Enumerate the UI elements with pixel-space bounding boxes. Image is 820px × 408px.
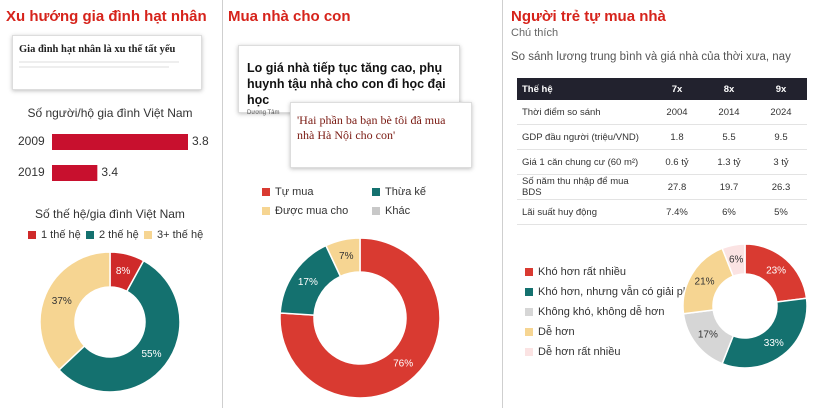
panel-title: Xu hướng gia đình hạt nhân xyxy=(6,8,207,25)
legend-label: Tự mua xyxy=(275,186,314,198)
table-cell: 2004 xyxy=(651,100,703,125)
news-clip: 'Hai phần ba bạn bè tôi đã mua nhà Hà Nộ… xyxy=(290,102,472,168)
clip-headline: 'Hai phần ba bạn bè tôi đã mua nhà Hà Nộ… xyxy=(297,113,446,142)
table-cell: 27.8 xyxy=(651,174,703,200)
clip-headline: Lo giá nhà tiếp tục tăng cao, phụ huynh … xyxy=(247,61,446,107)
legend-label: 3+ thế hệ xyxy=(157,229,203,241)
legend-marker xyxy=(262,207,270,215)
legend-label: Không khó, không dễ hơn xyxy=(538,305,664,318)
donut-segment xyxy=(279,237,441,399)
value-label: 33% xyxy=(764,338,784,349)
legend-marker xyxy=(525,268,533,276)
value-label: 7% xyxy=(339,251,354,262)
value-label: 23% xyxy=(766,265,786,276)
chart-title: Số thế hệ/gia đình Việt Nam xyxy=(35,207,185,221)
table-cell: 2024 xyxy=(755,100,807,125)
table-cell: 26.3 xyxy=(755,174,807,200)
header-cell: 9x xyxy=(755,78,807,100)
table-cell: 6% xyxy=(703,199,755,225)
table-cell: Số năm thu nhập để mua BDS xyxy=(517,174,651,200)
comparison-table: Thế hệ 7x 8x 9x Thời điểm so sánh 2004 2014 202… xyxy=(517,78,807,225)
table-cell: Thời điểm so sánh xyxy=(517,100,651,125)
subtitle: So sánh lương trung bình và giá nhà của … xyxy=(511,51,791,63)
legend-marker xyxy=(372,207,380,215)
legend-marker xyxy=(525,288,533,296)
legend-marker xyxy=(372,188,380,196)
table-row: Lãi suất huy động 7.4% 6% 5% xyxy=(517,199,807,225)
panel-title: Mua nhà cho con xyxy=(228,8,351,25)
table-cell: Lãi suất huy động xyxy=(517,199,651,225)
legend-marker xyxy=(144,231,152,239)
table-cell: 3 tỷ xyxy=(755,149,807,175)
table-header: Thế hệ 7x 8x 9x xyxy=(517,78,807,100)
table-cell: 7.4% xyxy=(651,199,703,225)
donut-segment xyxy=(57,259,181,393)
value-label: 3.8 xyxy=(192,134,209,148)
chart-title: Số người/hộ gia đình Việt Nam xyxy=(27,106,192,120)
value-label: 8% xyxy=(116,266,131,277)
table-row: Giá 1 căn chung cư (60 m²) 0.6 tỷ 1.3 tỷ 3 … xyxy=(517,149,807,175)
table-cell: 0.6 tỷ xyxy=(651,149,703,175)
header-cell: 8x xyxy=(703,78,755,100)
legend-label: Dễ hơn rất nhiều xyxy=(538,345,620,358)
legend-label: 2 thế hệ xyxy=(99,229,139,241)
legend-label: Khác xyxy=(385,205,411,217)
value-label: 17% xyxy=(698,329,718,340)
legend-marker xyxy=(28,231,36,239)
legend-label: Dễ hơn xyxy=(538,325,575,338)
table-cell: 1.8 xyxy=(651,124,703,150)
value-label: 37% xyxy=(52,296,72,307)
panel-title: Người trẻ tự mua nhà xyxy=(511,8,666,25)
clip-headline: Gia đình hạt nhân là xu thế tất yếu xyxy=(19,44,176,55)
legend-marker xyxy=(262,188,270,196)
bar xyxy=(52,134,188,150)
legend-marker xyxy=(525,328,533,336)
clip-author: Dương Tâm xyxy=(247,110,280,116)
separator xyxy=(222,0,223,408)
table-cell: 2014 xyxy=(703,100,755,125)
table-cell: 5.5 xyxy=(703,124,755,150)
news-clip: Lo giá nhà tiếp tục tăng cao, phụ huynh … xyxy=(238,45,460,116)
donut-segment xyxy=(39,251,111,371)
table-cell: 19.7 xyxy=(703,174,755,200)
table-cell: 9.5 xyxy=(755,124,807,150)
category-label: 2009 xyxy=(18,134,45,148)
table-row: GDP đầu người (triệu/VND) 1.8 5.5 9.5 xyxy=(517,124,807,150)
header-cell: 7x xyxy=(651,78,703,100)
table-cell: 1.3 tỷ xyxy=(703,149,755,175)
value-label: 21% xyxy=(695,277,715,288)
table-cell: GDP đầu người (triệu/VND) xyxy=(517,124,651,150)
table-row: Số năm thu nhập để mua BDS 27.8 19.7 26.3 xyxy=(517,174,807,200)
header-cell: Thế hệ xyxy=(517,78,651,100)
separator xyxy=(502,0,503,408)
note: Chú thích xyxy=(511,27,559,39)
legend-marker xyxy=(86,231,94,239)
legend-label: Thừa kế xyxy=(385,186,426,198)
table-cell: Giá 1 căn chung cư (60 m²) xyxy=(517,149,651,175)
news-clip: Gia đình hạt nhân là xu thế tất yếu xyxy=(12,35,202,90)
value-label: 76% xyxy=(393,359,413,370)
legend-label: 1 thế hệ xyxy=(41,229,81,241)
legend-label: Khó hơn, nhưng vẫn có giải pháp xyxy=(538,285,701,298)
value-label: 3.4 xyxy=(101,165,118,179)
value-label: 17% xyxy=(298,277,318,288)
bar xyxy=(52,165,98,181)
donut-segment xyxy=(721,243,746,278)
value-label: 55% xyxy=(141,349,161,360)
donut-segment xyxy=(721,297,808,369)
legend-marker xyxy=(525,308,533,316)
category-label: 2019 xyxy=(18,165,45,179)
legend-marker xyxy=(525,348,533,356)
legend-label: Được mua cho xyxy=(275,205,348,217)
value-label: 6% xyxy=(729,254,744,265)
table-cell: 5% xyxy=(755,199,807,225)
legend-label: Khó hơn rất nhiều xyxy=(538,266,626,278)
donut-segment xyxy=(324,237,361,278)
table-row: Thời điểm so sánh 2004 2014 2024 xyxy=(517,100,807,125)
